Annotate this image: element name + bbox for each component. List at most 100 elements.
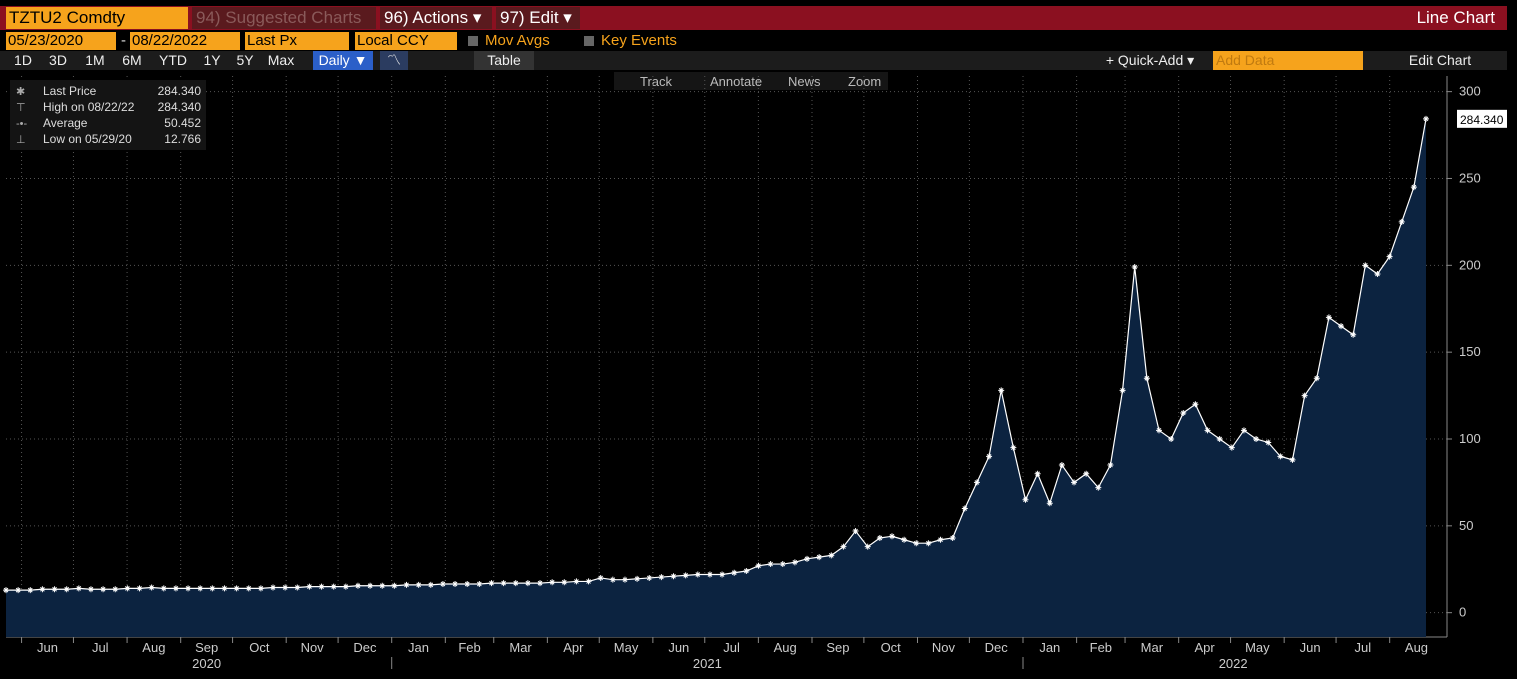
checkbox[interactable] xyxy=(468,36,478,46)
checkbox[interactable] xyxy=(584,36,594,46)
quick-add[interactable]: + Quick-Add ▾ xyxy=(1105,52,1195,68)
y-tick-label: 50 xyxy=(1459,518,1473,533)
point-marker xyxy=(973,479,980,486)
point-marker xyxy=(779,561,786,568)
period-button[interactable]: 1Y xyxy=(203,52,221,68)
legend-value: 12.766 xyxy=(164,132,201,146)
period-button[interactable]: 5Y xyxy=(236,52,254,68)
point-marker xyxy=(646,574,653,581)
point-marker xyxy=(949,535,956,541)
ticker-field[interactable]: TZTU2 Comdty xyxy=(6,7,188,29)
point-marker xyxy=(937,536,944,543)
point-marker xyxy=(621,576,628,583)
point-marker xyxy=(1046,500,1053,507)
point-marker xyxy=(791,559,798,566)
mov-avgs[interactable]: Mov Avgs xyxy=(485,32,550,49)
period-button[interactable]: 6M xyxy=(122,52,142,68)
point-marker xyxy=(257,585,264,592)
point-marker xyxy=(1107,462,1114,469)
point-marker xyxy=(3,587,9,594)
point-marker xyxy=(925,540,932,547)
point-marker xyxy=(148,584,155,591)
point-marker xyxy=(112,586,119,593)
point-marker xyxy=(828,552,835,559)
y-tick-label: 0 xyxy=(1459,605,1466,620)
point-marker xyxy=(986,453,993,460)
legend-glyph: ⊥ xyxy=(16,134,26,146)
x-tick-label: Feb xyxy=(1090,640,1112,655)
y-tick-label: 150 xyxy=(1459,344,1481,359)
point-marker xyxy=(1022,496,1029,503)
point-marker xyxy=(1423,115,1429,122)
y-tick-label: 300 xyxy=(1459,84,1481,99)
point-marker xyxy=(1289,456,1296,463)
toolbar xyxy=(0,51,1507,70)
point-marker xyxy=(233,585,240,592)
chart-icon[interactable]: 〽 xyxy=(380,51,408,70)
point-marker xyxy=(1350,331,1357,338)
table-button[interactable]: Table xyxy=(474,51,534,70)
point-marker xyxy=(1083,470,1090,477)
x-tick-label: Aug xyxy=(142,640,165,655)
legend-label: Average xyxy=(43,116,88,130)
point-marker xyxy=(864,543,871,550)
point-marker xyxy=(1398,218,1405,225)
point-marker xyxy=(197,585,204,592)
x-tick-label: Feb xyxy=(458,640,480,655)
point-marker xyxy=(549,579,556,586)
point-marker xyxy=(185,585,192,592)
date-dash: - xyxy=(121,32,126,49)
add-data[interactable]: Add Data xyxy=(1213,51,1363,70)
end-date[interactable]: 08/22/2022 xyxy=(130,32,240,50)
actions-menu[interactable]: 96) Actions ▾ xyxy=(380,7,492,29)
y-tick-label: 200 xyxy=(1459,257,1481,272)
field-select[interactable]: Last Px xyxy=(245,32,349,50)
x-tick-label: Sep xyxy=(195,640,218,655)
point-marker xyxy=(63,586,70,593)
legend-value: 284.340 xyxy=(158,100,202,114)
currency-select[interactable]: Local CCY xyxy=(355,32,457,50)
point-marker xyxy=(306,583,313,590)
point-marker xyxy=(743,568,750,574)
point-marker xyxy=(585,578,592,585)
point-marker xyxy=(39,586,46,593)
frequency[interactable]: Daily ▼ xyxy=(313,51,373,70)
x-tick-label: Mar xyxy=(1141,640,1164,655)
point-marker xyxy=(901,536,908,543)
point-marker xyxy=(597,574,604,581)
legend-value: 50.452 xyxy=(164,116,201,130)
period-button[interactable]: Max xyxy=(267,52,295,68)
point-marker xyxy=(1228,444,1235,451)
point-marker xyxy=(282,584,289,591)
edit-chart[interactable]: Edit Chart xyxy=(1408,52,1472,68)
chart-tool: Zoom xyxy=(848,74,881,89)
point-marker xyxy=(840,543,847,550)
period-button[interactable]: YTD xyxy=(159,52,187,68)
point-marker xyxy=(427,581,434,588)
suggested-charts[interactable]: 94) Suggested Charts xyxy=(192,7,376,29)
x-tick-label: Dec xyxy=(985,640,1009,655)
year-label: 2021 xyxy=(693,656,722,671)
point-marker xyxy=(512,580,519,587)
point-marker xyxy=(464,581,471,588)
x-tick-label: Dec xyxy=(353,640,377,655)
price-line xyxy=(6,118,1427,591)
point-marker xyxy=(221,585,228,592)
point-marker xyxy=(888,533,895,540)
period-button[interactable]: 1D xyxy=(14,52,32,68)
point-marker xyxy=(1313,375,1320,382)
key-events[interactable]: Key Events xyxy=(601,32,677,49)
legend-glyph: ⊤ xyxy=(16,102,26,114)
x-tick-label: Apr xyxy=(563,640,584,655)
x-tick-label: Jul xyxy=(92,640,109,655)
point-marker xyxy=(172,585,179,592)
point-marker xyxy=(561,579,568,586)
start-date[interactable]: 05/23/2020 xyxy=(6,32,116,50)
point-marker xyxy=(270,584,277,591)
edit-menu[interactable]: 97) Edit ▾ xyxy=(496,7,580,29)
period-button[interactable]: 1M xyxy=(85,52,105,68)
point-marker xyxy=(804,555,811,562)
period-button[interactable]: 3D xyxy=(49,52,67,68)
x-tick-label: May xyxy=(1245,640,1270,655)
x-tick-label: Nov xyxy=(932,640,956,655)
